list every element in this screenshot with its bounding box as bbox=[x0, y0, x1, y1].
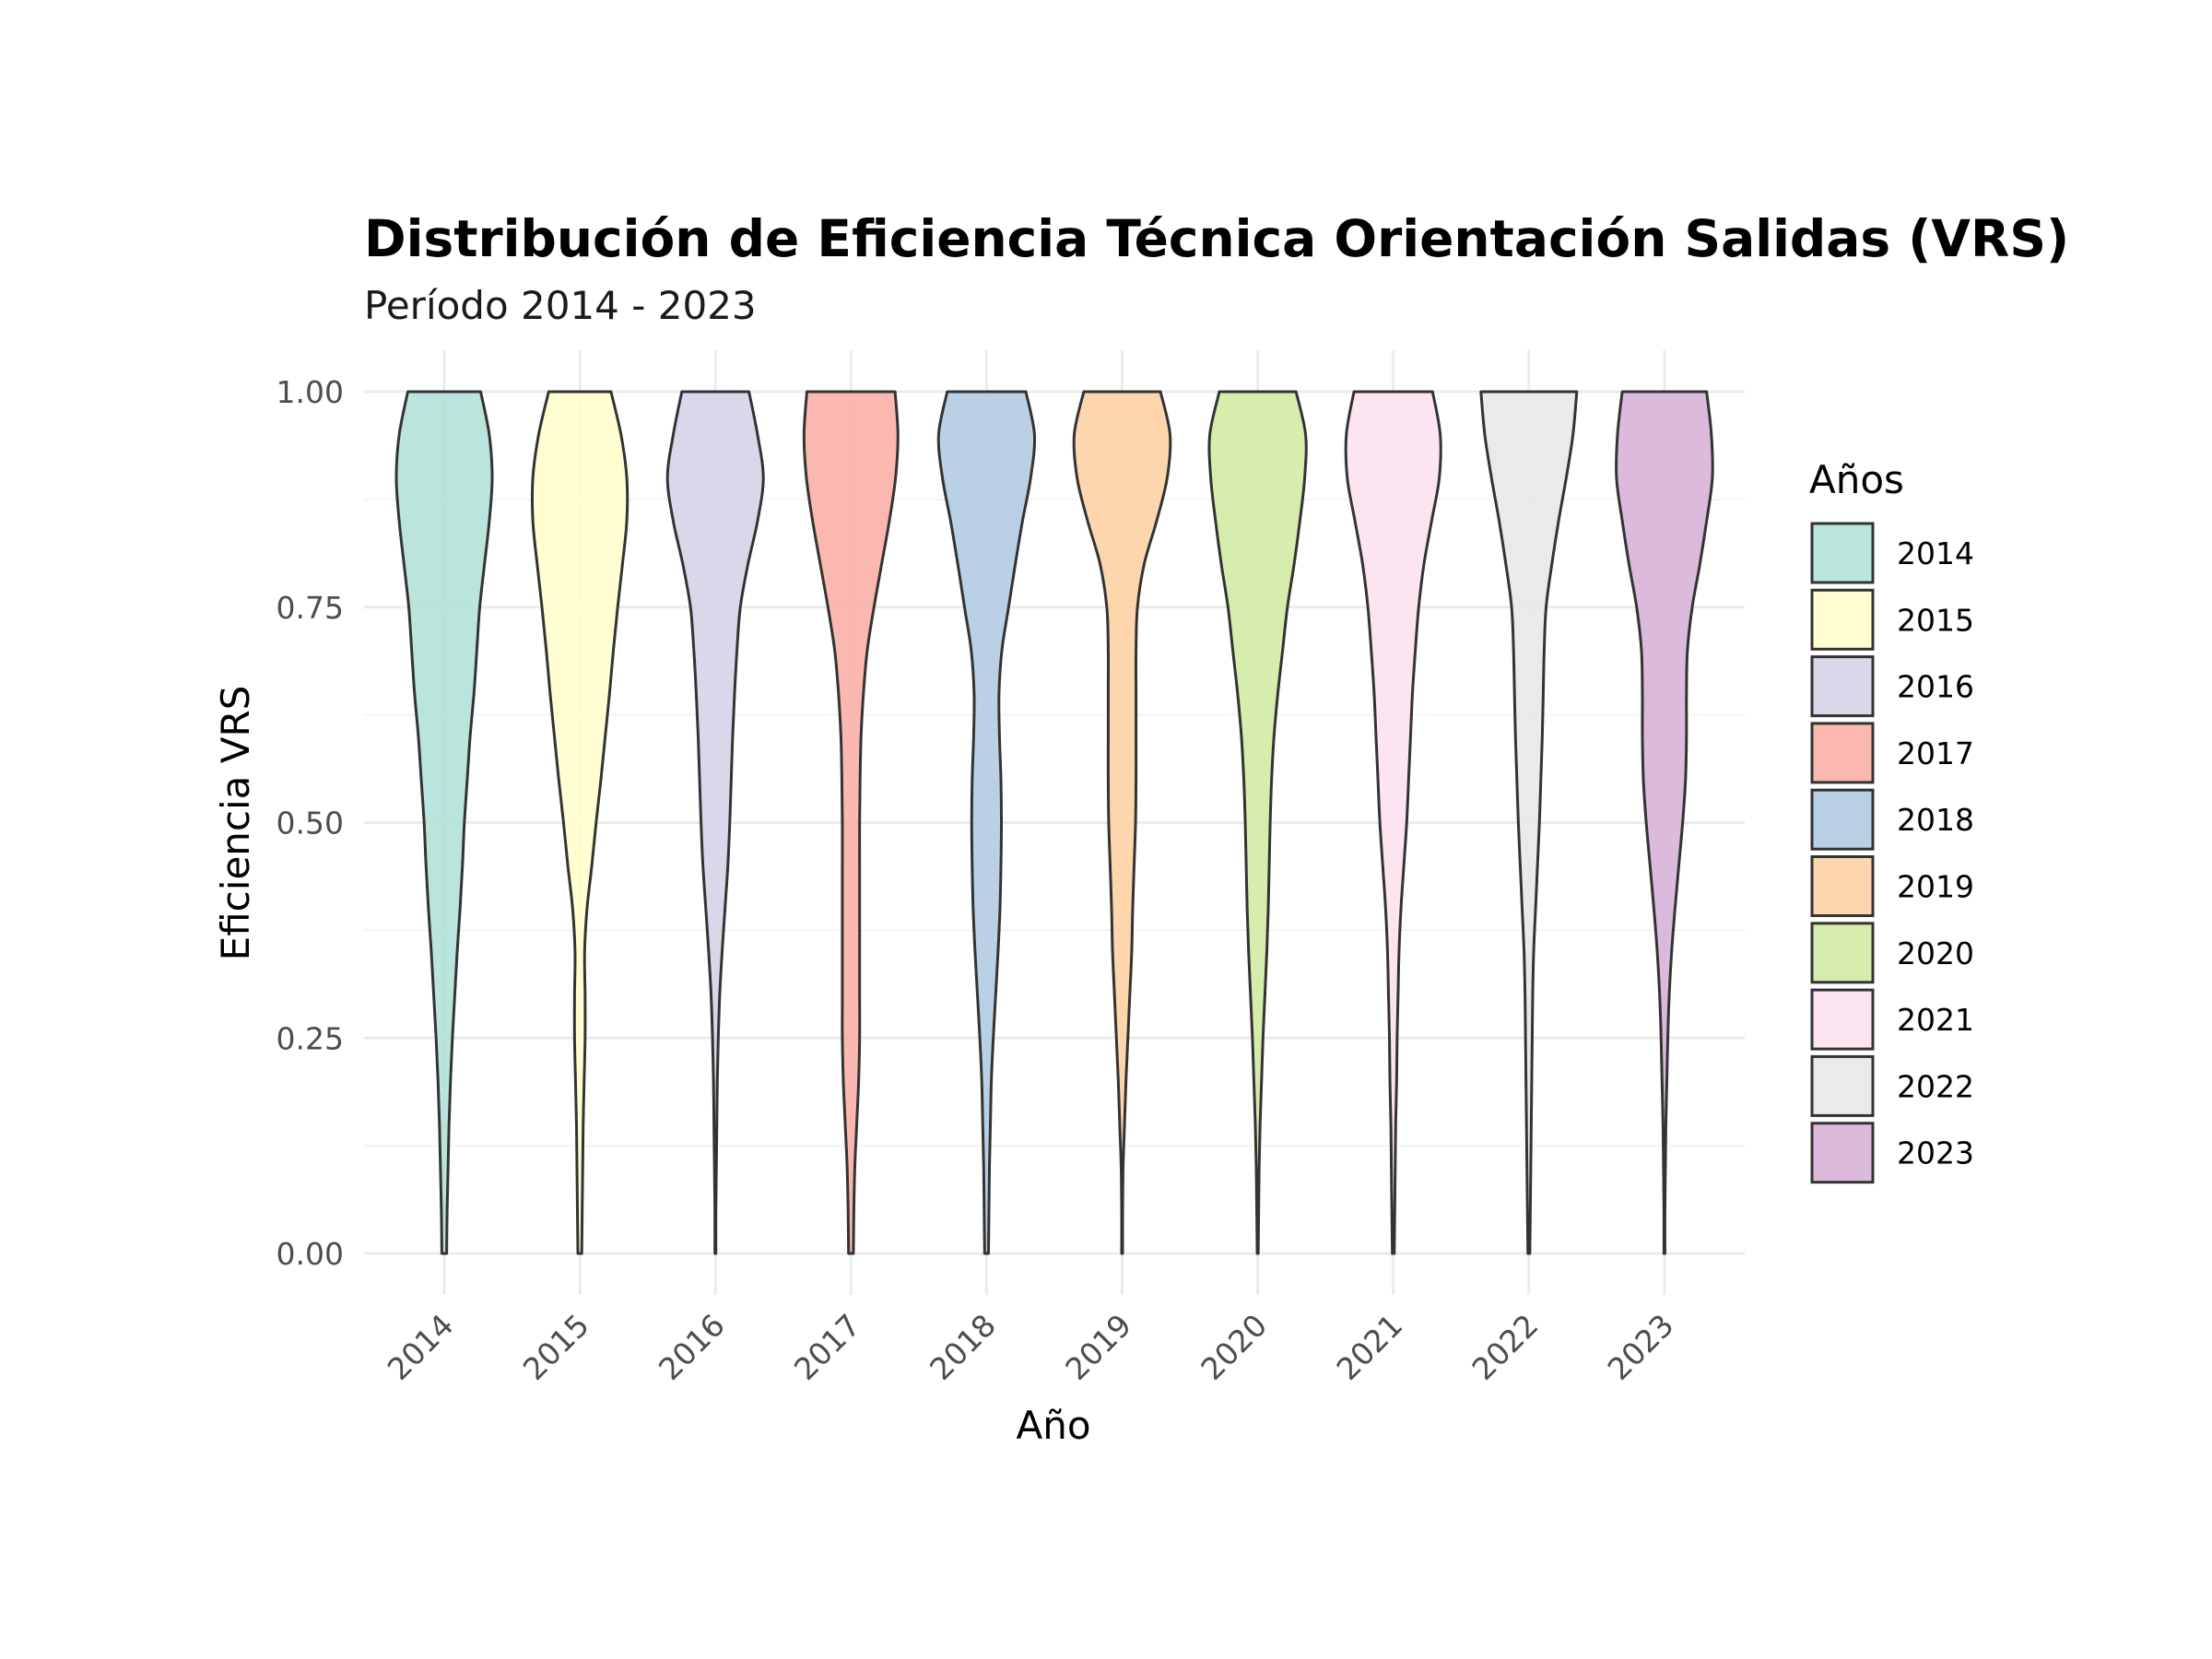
violin-2020 bbox=[1207, 390, 1308, 1255]
legend-key-2016 bbox=[1810, 655, 1875, 718]
legend-label-2014: 2014 bbox=[1897, 535, 1974, 571]
violin-2022 bbox=[1479, 390, 1579, 1255]
y-tick-label: 1.00 bbox=[276, 374, 344, 410]
legend-label-2020: 2020 bbox=[1897, 935, 1974, 971]
legend-label-2019: 2019 bbox=[1897, 869, 1974, 905]
legend-key-2019 bbox=[1810, 855, 1875, 917]
legend-key-2020 bbox=[1810, 922, 1875, 984]
x-axis-title: Año bbox=[1016, 1403, 1090, 1448]
x-tick-label: 2021 bbox=[1329, 1307, 1409, 1387]
y-axis-title: Eficiencia VRS bbox=[213, 686, 258, 961]
legend: Años 2014 2015 2016 2017 2018 2019 2020 2021 202… bbox=[1809, 457, 1974, 1184]
legend-key-2021 bbox=[1810, 988, 1875, 1051]
x-tick-label: 2022 bbox=[1465, 1307, 1545, 1387]
violins bbox=[394, 390, 1714, 1255]
x-tick-label: 2018 bbox=[923, 1307, 1003, 1387]
legend-key-2023 bbox=[1810, 1122, 1875, 1184]
x-tick-label: 2017 bbox=[787, 1307, 867, 1387]
violin-2016 bbox=[665, 390, 765, 1255]
legend-key-2014 bbox=[1810, 522, 1875, 584]
violin-2017 bbox=[802, 390, 900, 1255]
legend-key-2018 bbox=[1810, 788, 1875, 851]
violin-2021 bbox=[1344, 390, 1442, 1255]
violin-2019 bbox=[1072, 390, 1172, 1255]
legend-label-2021: 2021 bbox=[1897, 1002, 1974, 1038]
x-tick-label: 2023 bbox=[1601, 1307, 1681, 1387]
chart-subtitle: Período 2014 - 2023 bbox=[364, 283, 757, 328]
x-tick-label: 2016 bbox=[652, 1307, 732, 1387]
legend-label-2015: 2015 bbox=[1897, 602, 1974, 638]
legend-label-2016: 2016 bbox=[1897, 669, 1974, 705]
y-tick-label: 0.00 bbox=[276, 1236, 344, 1272]
legend-title: Años bbox=[1809, 457, 1904, 502]
legend-label-2018: 2018 bbox=[1897, 802, 1974, 838]
legend-label-2017: 2017 bbox=[1897, 735, 1974, 771]
x-tick-label: 2020 bbox=[1194, 1307, 1274, 1387]
x-tick-label: 2015 bbox=[516, 1307, 596, 1387]
violin-2018 bbox=[936, 390, 1037, 1255]
legend-key-2015 bbox=[1810, 588, 1875, 651]
plot-panel: 0.000.250.500.751.00 2014 2015 2016 2017 201… bbox=[276, 350, 1745, 1387]
violin-2023 bbox=[1615, 390, 1714, 1255]
x-tick-label: 2014 bbox=[381, 1307, 461, 1387]
legend-label-2022: 2022 bbox=[1897, 1068, 1974, 1104]
y-axis-ticks: 0.00 0.25 0.50 0.75 1.00 bbox=[276, 374, 344, 1272]
legend-key-2022 bbox=[1810, 1054, 1875, 1117]
chart-title: Distribución de Eficiencia Técnica Orien… bbox=[364, 209, 2069, 268]
y-tick-label: 0.25 bbox=[276, 1020, 344, 1056]
legend-items: 2014 2015 2016 2017 2018 2019 2020 2021 2022 2023 bbox=[1810, 522, 1974, 1184]
y-tick-label: 0.50 bbox=[276, 806, 344, 841]
x-tick-label: 2019 bbox=[1058, 1307, 1138, 1387]
y-tick-label: 0.75 bbox=[276, 590, 344, 626]
legend-key-2017 bbox=[1810, 722, 1875, 784]
violin-2014 bbox=[394, 390, 494, 1255]
x-axis-ticks: 2014 2015 2016 2017 2018 2019 2020 2021 2022 2023 bbox=[381, 1307, 1681, 1387]
violin-2015 bbox=[530, 390, 629, 1255]
legend-label-2023: 2023 bbox=[1897, 1135, 1974, 1171]
